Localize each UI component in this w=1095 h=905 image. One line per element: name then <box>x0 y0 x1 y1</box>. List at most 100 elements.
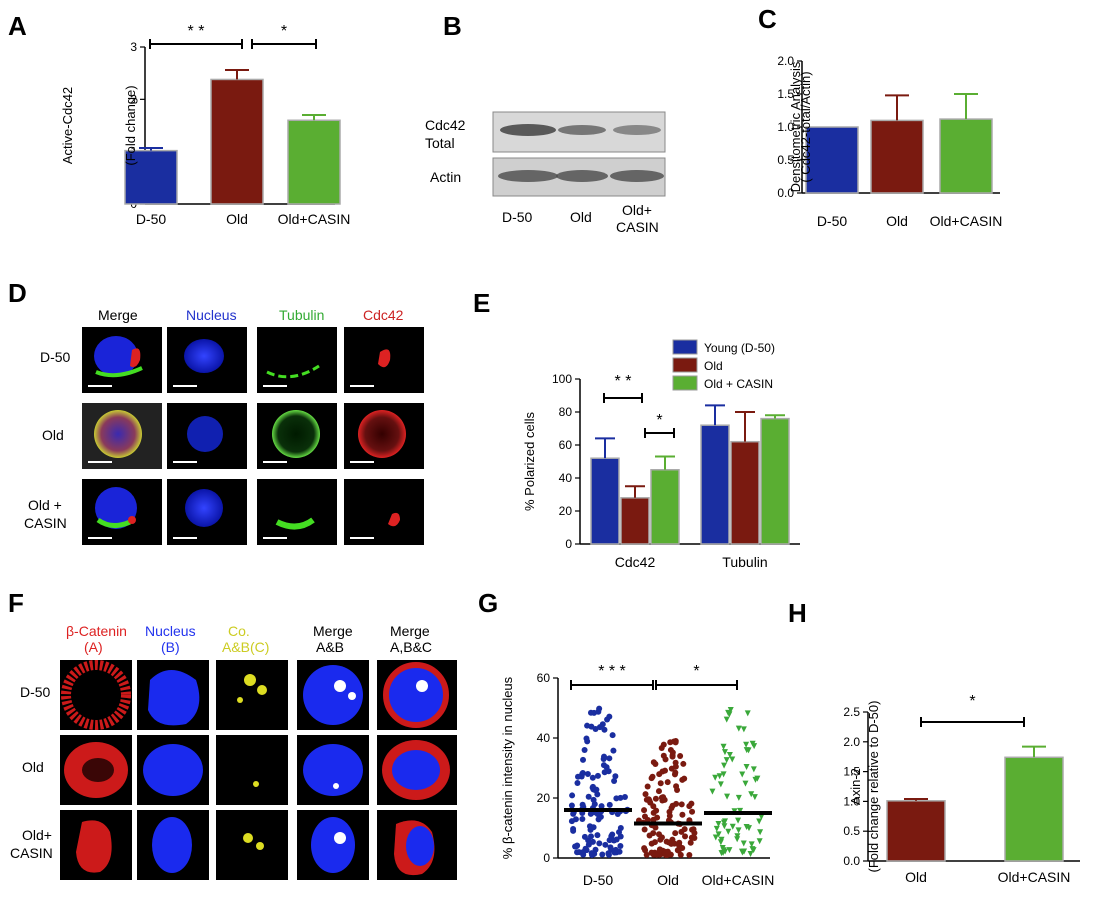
bar <box>210 78 264 205</box>
data-point <box>596 840 603 847</box>
cell-image <box>130 348 141 368</box>
data-point <box>681 826 688 833</box>
data-point <box>644 783 651 790</box>
cell-image <box>358 410 406 458</box>
data-point <box>643 851 650 858</box>
y-tick-label: 40 <box>537 731 551 745</box>
data-point <box>660 794 667 801</box>
data-point <box>734 836 741 843</box>
y-tick-label: 0.0 <box>843 854 860 868</box>
data-point <box>756 838 763 845</box>
data-point <box>726 711 733 718</box>
data-point <box>712 774 719 781</box>
bar <box>939 118 993 194</box>
cell-image <box>416 680 428 692</box>
data-point <box>646 797 653 804</box>
data-point <box>612 846 619 853</box>
micrograph-tile <box>257 327 337 393</box>
data-point <box>590 851 597 858</box>
cell-image <box>185 489 223 527</box>
x-tick-label: Cdc42 <box>615 554 656 570</box>
data-point <box>666 812 673 819</box>
data-point <box>676 839 683 846</box>
data-point <box>587 833 594 840</box>
data-point <box>579 815 586 822</box>
data-point <box>742 780 749 787</box>
blot-row-label: Total <box>425 135 455 151</box>
cell-image <box>82 758 114 782</box>
y-axis-label: (Fold change) <box>123 85 138 165</box>
data-point <box>748 791 755 798</box>
data-point <box>751 794 758 801</box>
data-point <box>748 841 755 848</box>
y-tick-label: 2 <box>130 92 137 106</box>
legend-swatch <box>672 357 698 373</box>
column-header: Cdc42 <box>363 307 404 323</box>
data-point <box>612 773 619 780</box>
data-point <box>720 743 727 750</box>
x-tick-label: Old+CASIN <box>998 869 1071 885</box>
data-point <box>584 722 591 729</box>
column-header: Merge <box>390 623 430 639</box>
significance-label: * * <box>188 23 205 40</box>
blot-band <box>500 124 556 136</box>
data-point <box>616 829 623 836</box>
cell-image <box>334 680 346 692</box>
data-point <box>686 851 693 858</box>
data-point <box>674 847 681 854</box>
data-point <box>725 828 732 835</box>
cell-image <box>392 750 440 790</box>
bar <box>870 119 924 194</box>
data-point <box>672 738 679 745</box>
blot-lane-label: D-50 <box>502 209 533 225</box>
data-point <box>737 807 744 814</box>
cell-image <box>406 826 434 866</box>
data-point <box>641 826 648 833</box>
cell-image <box>243 833 253 843</box>
blot-row-label: Actin <box>430 169 461 185</box>
data-point <box>743 823 750 830</box>
data-point <box>750 766 757 773</box>
bar <box>760 417 790 545</box>
data-point <box>652 824 659 831</box>
y-tick-label: 1.5 <box>777 87 794 101</box>
data-point <box>691 835 698 842</box>
bar <box>730 440 760 545</box>
cell-image <box>76 820 112 873</box>
data-point <box>721 823 728 830</box>
data-point <box>642 847 649 854</box>
row-label: D-50 <box>40 349 71 365</box>
bar <box>124 149 178 205</box>
x-tick-label: Old+CASIN <box>930 213 1003 229</box>
chart-e: 0 20 40 60 80 100 Cdc42 Tubulin % Polarized cell… <box>522 339 800 570</box>
data-point <box>721 749 728 756</box>
data-point <box>585 841 592 848</box>
data-point <box>744 710 751 717</box>
cell-image <box>96 517 132 528</box>
data-point <box>740 726 747 733</box>
data-point <box>715 820 722 827</box>
data-point <box>669 802 676 809</box>
data-point <box>611 777 618 784</box>
data-point <box>594 832 601 839</box>
y-tick-label: 80 <box>559 405 573 419</box>
data-point <box>617 794 624 801</box>
cell-image <box>253 781 259 787</box>
data-point <box>717 839 724 846</box>
y-tick-label: 60 <box>559 438 573 452</box>
cell-image <box>237 697 243 703</box>
cell-image <box>303 744 363 796</box>
data-point <box>729 823 736 830</box>
legend-label: Old + CASIN <box>704 377 773 391</box>
data-point <box>595 816 602 823</box>
panel-label-a: A <box>8 11 27 41</box>
x-tick-label: D-50 <box>583 872 614 888</box>
data-point <box>646 832 653 839</box>
y-tick-label: 60 <box>537 671 551 685</box>
blot-band <box>613 125 661 135</box>
y-axis-label: % Polarized cells <box>522 412 537 511</box>
bar <box>700 424 730 545</box>
data-point <box>747 851 754 858</box>
y-tick-label: 20 <box>559 504 573 518</box>
